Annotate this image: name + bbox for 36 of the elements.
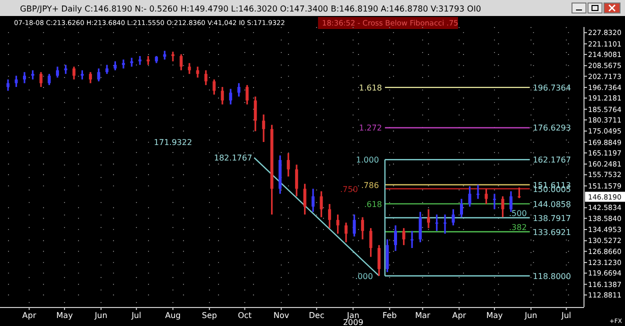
series-label: .786: [361, 180, 379, 190]
annotation: 162.1767: [532, 156, 571, 165]
series-label: .000: [355, 272, 373, 281]
x-tick-label: Aug: [165, 311, 181, 320]
x-tick-label: Apr: [22, 311, 37, 320]
x-tick-label: Mar: [415, 311, 431, 320]
annotation: 138.7917: [532, 214, 571, 223]
x-tick-label: Dec: [308, 311, 324, 320]
x-tick-label: Jul: [560, 311, 572, 320]
series-label: .382: [509, 222, 527, 232]
x-tick-label: Jan: [346, 311, 360, 320]
annotation: 118.8000: [532, 272, 571, 281]
series-label: 1.000: [356, 156, 379, 165]
text: 2009: [342, 318, 364, 326]
text: .750: [340, 184, 358, 194]
annotation: 133.6921: [532, 228, 571, 237]
x-tick-label: Sep: [202, 311, 217, 320]
x-tick-label: May: [56, 311, 74, 320]
annotation: 182.1767: [214, 154, 252, 163]
series-label: .618: [364, 200, 382, 209]
x-tick-label: May: [486, 311, 504, 320]
x-tick-label: Oct: [238, 311, 252, 320]
x-tick-label: Jun: [94, 311, 108, 320]
chart-title: GBP/JPY+ Daily C:146.8190 N:- 0.5260 H:149.4790 L:146.3020 O:147.3400 B:146.8190 A:146.8780 V:31793 OI0: [20, 4, 482, 14]
x-tick-label: Jul: [130, 311, 142, 320]
x-tick-label: Apr: [452, 311, 467, 320]
annotation: 176.6293: [532, 124, 571, 133]
annotation: 171.9322: [154, 138, 192, 147]
series-label: .500: [509, 208, 527, 218]
annotation: 196.7364: [532, 83, 571, 92]
x-tick-label: Feb: [382, 311, 397, 320]
x-tick-label: Jun: [524, 311, 538, 320]
series-label: 1.618: [359, 83, 382, 92]
x-tick-label: Nov: [273, 311, 290, 320]
series-label: 1.272: [359, 124, 382, 133]
annotation: 144.0858: [532, 200, 571, 209]
